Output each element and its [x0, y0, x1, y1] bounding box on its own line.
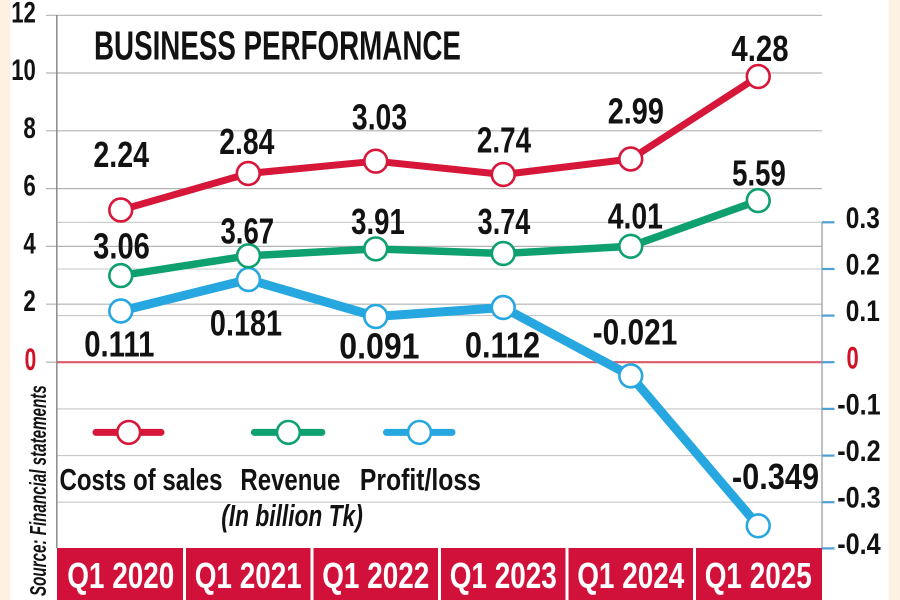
svg-text:0.181: 0.181 [210, 302, 282, 343]
svg-text:Revenue: Revenue [240, 462, 340, 497]
svg-text:0.112: 0.112 [465, 326, 540, 366]
svg-text:0.2: 0.2 [846, 247, 880, 281]
svg-text:5.59: 5.59 [732, 153, 786, 193]
svg-text:4.01: 4.01 [608, 196, 663, 236]
svg-text:6: 6 [23, 168, 35, 202]
svg-text:3.03: 3.03 [352, 97, 407, 137]
svg-text:Q1 2021: Q1 2021 [195, 556, 302, 596]
svg-text:4.28: 4.28 [731, 28, 788, 69]
svg-text:3.91: 3.91 [351, 201, 405, 241]
svg-text:3.67: 3.67 [220, 211, 274, 251]
svg-text:Q1 2022: Q1 2022 [322, 556, 429, 596]
svg-text:-0.2: -0.2 [837, 434, 880, 468]
svg-text:0.1: 0.1 [846, 294, 880, 328]
svg-text:0: 0 [25, 342, 37, 377]
svg-text:2: 2 [23, 284, 35, 318]
svg-text:(In billion Tk): (In billion Tk) [221, 498, 363, 533]
svg-text:2.99: 2.99 [608, 90, 664, 131]
svg-text:2.74: 2.74 [477, 120, 531, 160]
svg-text:-0.1: -0.1 [837, 387, 880, 421]
svg-text:3.74: 3.74 [478, 201, 531, 242]
svg-text:4: 4 [23, 226, 36, 260]
svg-text:-0.021: -0.021 [593, 313, 678, 353]
svg-text:8: 8 [23, 111, 35, 145]
svg-text:Q1 2025: Q1 2025 [705, 556, 812, 596]
svg-text:-0.3: -0.3 [837, 481, 880, 515]
svg-text:0.111: 0.111 [84, 323, 154, 364]
svg-text:3.06: 3.06 [93, 226, 150, 267]
svg-text:-0.349: -0.349 [732, 458, 819, 498]
svg-text:Q1 2020: Q1 2020 [67, 556, 174, 596]
svg-text:12: 12 [11, 0, 36, 29]
svg-text:0.091: 0.091 [339, 327, 419, 367]
svg-text:0.3: 0.3 [846, 200, 880, 234]
svg-text:Q1 2024: Q1 2024 [577, 556, 684, 596]
svg-text:Profit/loss: Profit/loss [360, 462, 481, 496]
svg-text:Costs of sales: Costs of sales [60, 462, 223, 497]
svg-text:2.24: 2.24 [93, 135, 149, 175]
svg-text:Q1 2023: Q1 2023 [450, 556, 557, 596]
svg-text:-0.4: -0.4 [837, 527, 881, 561]
svg-text:10: 10 [11, 53, 36, 87]
svg-text:2.84: 2.84 [219, 122, 274, 162]
svg-text:BUSINESS PERFORMANCE: BUSINESS PERFORMANCE [94, 23, 461, 69]
svg-text:Source: Financial statements: Source: Financial statements [26, 385, 52, 596]
svg-text:0: 0 [847, 340, 859, 376]
